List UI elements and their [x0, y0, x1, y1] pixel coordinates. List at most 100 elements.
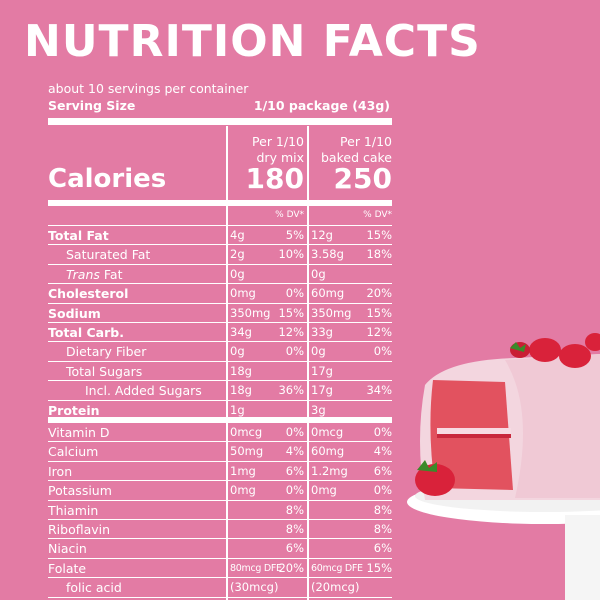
dv-header-cake: % DV*: [363, 210, 392, 220]
mix-dv: 5%: [285, 228, 304, 242]
cake-amount: 60mcg DFE: [311, 562, 363, 574]
table-row: Niacin 6% 6%: [48, 539, 392, 559]
thick-divider-calories: [48, 200, 392, 206]
thick-divider-top: [48, 118, 392, 125]
row-divider: [48, 538, 392, 540]
table-row: Total Sugars 18g 17g: [48, 362, 392, 382]
mix-amount: 50mg: [230, 444, 264, 459]
cake-amount: 0g: [311, 266, 326, 281]
cake-dv: 15%: [366, 305, 392, 320]
mix-amount: 2g: [230, 247, 245, 262]
row-divider: [48, 557, 392, 559]
nutrient-name: Incl. Added Sugars: [85, 383, 202, 399]
row-divider: [48, 399, 392, 401]
row-divider: [48, 441, 392, 443]
nutrient-name: Total Sugars: [66, 363, 143, 379]
cake-amount: 0mg: [311, 483, 337, 498]
cake-dv: 15%: [366, 228, 392, 242]
nutrient-name: Trans Fat: [66, 267, 122, 282]
calories-mix: 180: [245, 162, 304, 195]
nutrient-name: Thiamin: [48, 502, 99, 518]
mix-dv: 0%: [285, 286, 304, 301]
cake-amount: 33g: [311, 325, 333, 339]
mix-dv: 12%: [278, 325, 304, 339]
cake-dv: 20%: [366, 286, 392, 301]
nutrient-name: Vitamin D: [48, 425, 110, 440]
strawberry-cake-image: [407, 333, 600, 600]
mix-amount: 0g: [230, 344, 245, 359]
row-divider: [48, 341, 392, 343]
calories-cake: 250: [333, 162, 392, 195]
cake-dv: 15%: [366, 560, 392, 575]
cake-amount: (20mcg): [311, 580, 360, 595]
table-row: Dietary Fiber 0g 0% 0g 0%: [48, 342, 392, 362]
nutrient-name: Sodium: [48, 305, 101, 321]
nutrient-name: Folate: [48, 560, 87, 576]
cake-amount: 12g: [311, 228, 333, 242]
mix-dv: 15%: [278, 305, 304, 320]
column-header-mix-line2: dry mix: [256, 150, 305, 165]
cake-amount: 60mg: [311, 444, 345, 459]
nutrient-name: Riboflavin: [48, 522, 111, 537]
mix-dv: 8%: [285, 522, 304, 536]
table-row: Total Carb. 34g 12% 33g 12%: [48, 323, 392, 343]
cake-amount: 1.2mg: [311, 463, 348, 478]
cake-dv: 12%: [366, 325, 392, 339]
mix-amount: 0g: [230, 266, 245, 281]
nutrient-name: Saturated Fat: [66, 247, 151, 263]
mix-amount: 1mg: [230, 463, 256, 478]
mix-amount: 80mcg DFE: [230, 562, 282, 574]
mix-dv: 20%: [278, 560, 304, 575]
mix-dv: 6%: [285, 463, 304, 478]
table-row: Cholesterol 0mg 0% 60mg 20%: [48, 284, 392, 304]
cake-dv: 8%: [373, 502, 392, 517]
table-row: folic acid (30mcg) (20mcg): [48, 578, 392, 598]
column-divider-cake: [307, 126, 309, 600]
nutrient-name: Potassium: [48, 483, 112, 499]
table-row: Folate 80mcg DFE 20% 60mcg DFE 15%: [48, 559, 392, 579]
column-header-cake-line2: baked cake: [320, 150, 392, 165]
nutrient-name: folic acid: [66, 580, 122, 596]
cake-dv: 6%: [373, 463, 392, 478]
cake-amount: 0mcg: [311, 425, 344, 439]
row-divider: [48, 321, 392, 323]
serving-size-label: Serving Size: [48, 98, 136, 113]
cake-amount: 0g: [311, 344, 326, 359]
table-row: Sodium 350mg 15% 350mg 15%: [48, 304, 392, 323]
row-divider: [48, 244, 392, 246]
row-divider: [48, 416, 392, 423]
table-row: Vitamin D 0mcg 0% 0mcg 0%: [48, 423, 392, 443]
page-title: NUTRITION FACTS: [24, 16, 481, 67]
table-row: Iron 1mg 6% 1.2mg 6%: [48, 462, 392, 482]
nutrient-name: Total Fat: [48, 228, 109, 243]
nutrient-name: Protein: [48, 402, 100, 418]
cake-amount: 350mg: [311, 305, 352, 320]
table-row: Total Fat 4g 5% 12g 15%: [48, 226, 392, 246]
servings-per-container: about 10 servings per container: [48, 81, 249, 96]
mix-dv: 4%: [285, 444, 304, 459]
mix-dv: 0%: [285, 344, 304, 359]
cake-dv: 18%: [366, 247, 392, 262]
table-row: Protein 1g 3g: [48, 401, 392, 423]
nutrient-name: Dietary Fiber: [66, 344, 147, 360]
mix-dv: 8%: [285, 502, 304, 517]
column-header-mix-line1: Per 1/10: [252, 134, 304, 149]
mix-dv: 6%: [285, 541, 304, 556]
dv-header-mix: % DV*: [275, 210, 304, 220]
table-row: Thiamin 8% 8%: [48, 501, 392, 520]
table-row: Calcium 50mg 4% 60mg 4%: [48, 442, 392, 462]
nutrient-name: Calcium: [48, 444, 99, 460]
table-row: Riboflavin 8% 8%: [48, 520, 392, 540]
row-divider: [48, 360, 392, 362]
mix-dv: 36%: [278, 383, 304, 398]
mix-amount: 18g: [230, 383, 252, 398]
row-divider: [48, 380, 392, 382]
mix-amount: 1g: [230, 402, 245, 417]
cake-dv: 0%: [373, 483, 392, 498]
column-header-cake: Per 1/10 baked cake: [309, 134, 392, 166]
row-divider: [48, 577, 392, 579]
cake-dv: 8%: [373, 522, 392, 536]
cake-amount: 17g: [311, 383, 333, 398]
row-divider: [48, 283, 392, 285]
mix-amount: 4g: [230, 228, 245, 242]
